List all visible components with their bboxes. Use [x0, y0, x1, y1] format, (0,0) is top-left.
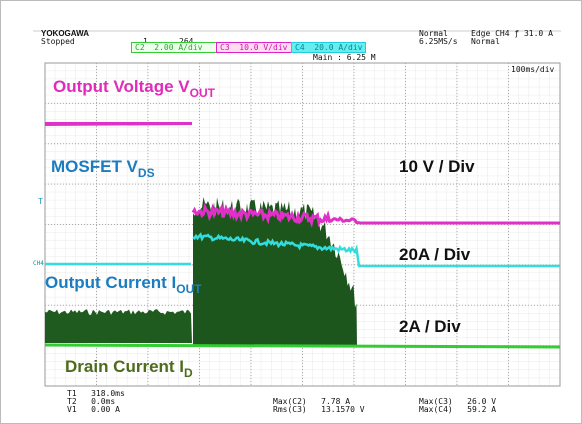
- annotation-sub: DS: [138, 166, 155, 180]
- measurement: Max(C4) 59.2 A: [419, 405, 496, 414]
- channel-c2: C2 2.00 A/div: [131, 42, 218, 53]
- ch4-marker: CH4: [33, 259, 44, 268]
- annotation-text: MOSFET V: [51, 157, 138, 176]
- scope-screen: YOKOGAWA Stopped 1 264 Normal 6.25MS/s E…: [0, 0, 582, 424]
- voltage-wave: [45, 123, 191, 125]
- trigger-mode: Normal: [471, 37, 500, 46]
- annotation: 2A / Div: [399, 317, 461, 337]
- annotation: 20A / Div: [399, 245, 470, 265]
- annotation: Output Current IOUT: [45, 273, 202, 293]
- annotation: Output Voltage VOUT: [53, 77, 215, 97]
- sample-rate: 6.25MS/s: [419, 37, 458, 46]
- annotation: 10 V / Div: [399, 157, 475, 177]
- annotation-text: Drain Current I: [65, 357, 184, 376]
- annotation-text: Output Voltage V: [53, 77, 190, 96]
- channel-scale: 10.0 V/div: [239, 43, 287, 52]
- channel-c3: C3 10.0 V/div: [216, 42, 293, 53]
- annotation: MOSFET VDS: [51, 157, 155, 177]
- channel-scale: 20.0 A/div: [314, 43, 362, 52]
- annotation-text: Output Current I: [45, 273, 176, 292]
- timebase: 100ms/div: [511, 65, 554, 74]
- channel-label: C3: [220, 43, 230, 52]
- annotation-sub: OUT: [190, 86, 215, 100]
- channel-label: C2: [135, 43, 145, 52]
- annotation: Drain Current ID: [65, 357, 193, 377]
- channel-scale: 2.00 A/div: [154, 43, 202, 52]
- measurement: Rms(C3) 13.1570 V: [273, 405, 365, 414]
- current-wave: [45, 345, 560, 347]
- trigger-marker: T: [38, 197, 43, 206]
- channel-label: C4: [295, 43, 305, 52]
- status: Stopped: [41, 37, 75, 46]
- cursor-v1: V1 0.00 A: [67, 405, 120, 414]
- channel-c4: C4 20.0 A/div: [291, 42, 366, 53]
- drain-current-wave: [45, 309, 192, 343]
- zoom: Main : 6.25 M: [313, 53, 376, 62]
- annotation-sub: D: [184, 366, 193, 380]
- annotation-sub: OUT: [176, 282, 201, 296]
